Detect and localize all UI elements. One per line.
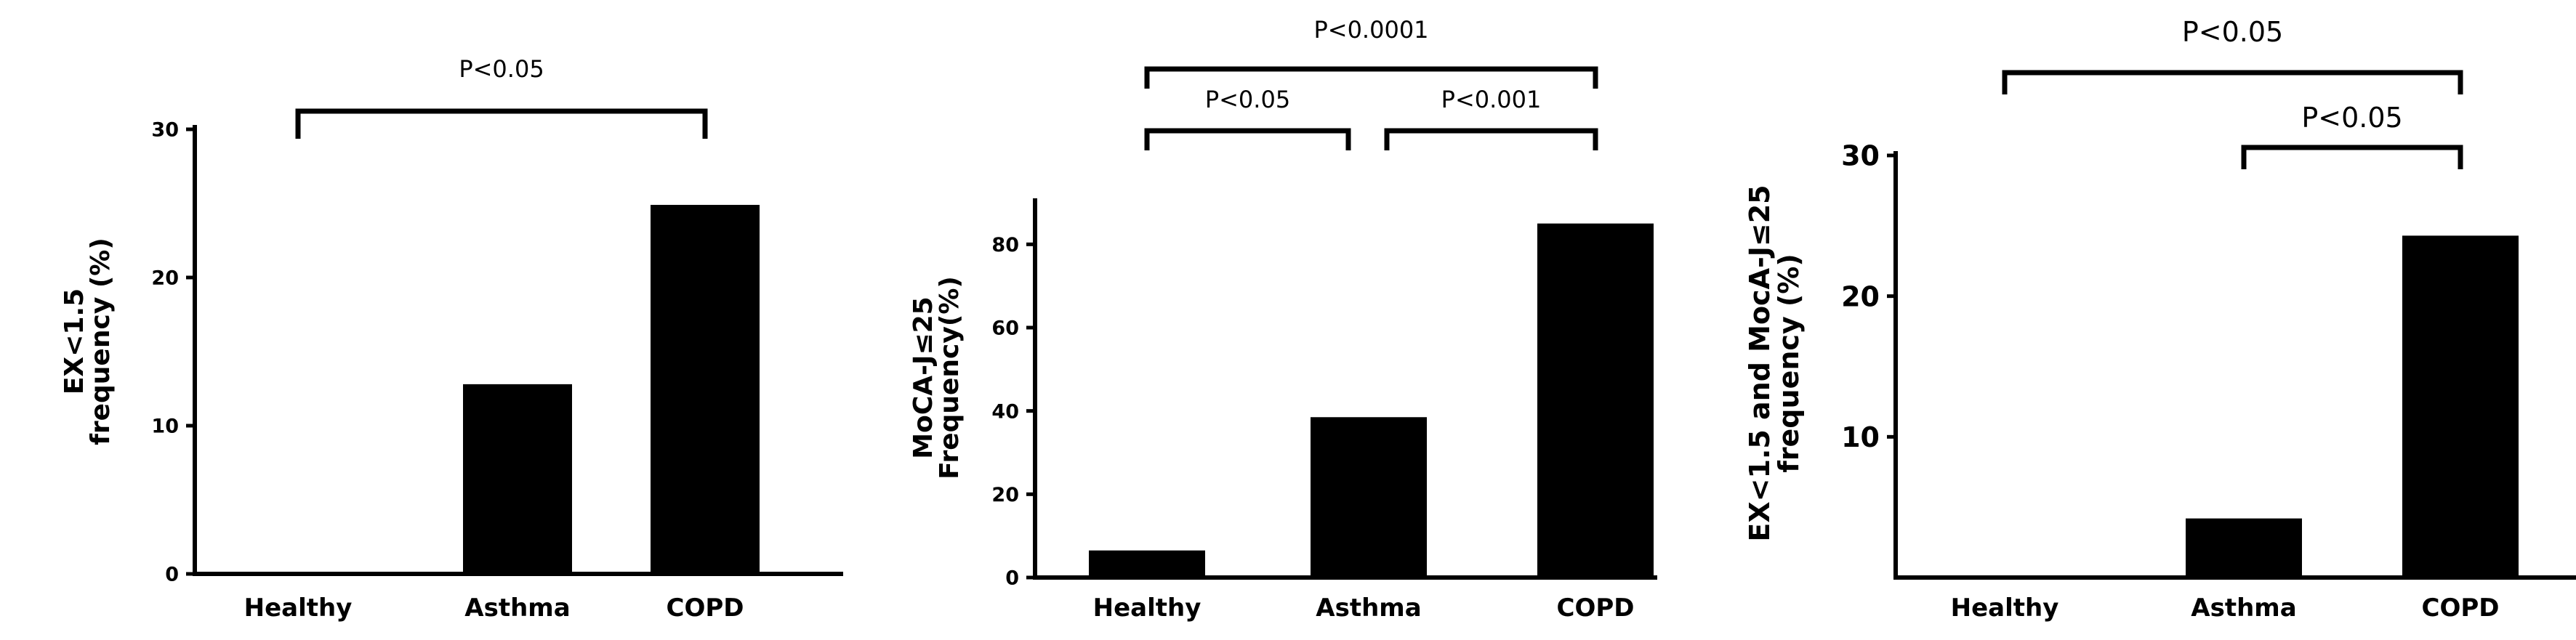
significance-bracket <box>2241 145 2463 169</box>
y-axis-label-line: EX<1.5 and MocA-J≤25 <box>1744 185 1776 541</box>
y-tick-label: 10 <box>151 416 179 438</box>
y-axis-label-line: frequency (%) <box>86 238 116 445</box>
significance-label: P<0.001 <box>1441 86 1542 113</box>
bar-asthma <box>2186 518 2302 578</box>
chart-panel-combined-frequency: 10 20 30 Healthy Asthma COPD EX<1.5 and MocA-J… <box>1744 16 2576 623</box>
y-tick-label: 30 <box>1841 140 1880 172</box>
category-label-asthma: Asthma <box>464 594 570 623</box>
category-label-asthma: Asthma <box>1316 594 1421 623</box>
y-axis-label-line: frequency (%) <box>1773 254 1805 472</box>
y-tick-label: 0 <box>165 564 179 586</box>
y-tick-label: 0 <box>1005 567 1019 590</box>
significance-label: P<0.05 <box>2182 16 2283 48</box>
y-tick-label: 20 <box>151 267 179 290</box>
significance-bracket <box>1384 128 1598 150</box>
bar-healthy <box>1089 550 1205 578</box>
category-label-asthma: Asthma <box>2191 594 2296 623</box>
category-label-healthy: Healthy <box>1093 594 1202 623</box>
category-label-copd: COPD <box>2422 594 2500 623</box>
significance-bracket <box>1144 128 1351 150</box>
bar-asthma <box>1311 417 1427 578</box>
y-tick-label: 60 <box>991 317 1019 340</box>
y-axis-label-line: EX<1.5 <box>60 288 89 394</box>
y-tick-label: 20 <box>1841 280 1880 312</box>
y-tick-label: 20 <box>991 484 1019 506</box>
category-label-healthy: Healthy <box>1951 594 2059 623</box>
category-label-healthy: Healthy <box>244 594 353 623</box>
bar-copd <box>1537 223 1654 578</box>
significance-label: P<0.05 <box>2301 102 2402 134</box>
y-axis-label-line: Frequency(%) <box>935 276 965 479</box>
category-label-copd: COPD <box>667 594 744 623</box>
significance-label: P<0.05 <box>459 55 544 83</box>
significance-bracket <box>2002 70 2463 94</box>
y-tick-label: 10 <box>1841 421 1880 453</box>
y-tick-label: 80 <box>991 234 1019 256</box>
y-tick-label: 40 <box>991 400 1019 423</box>
significance-label: P<0.05 <box>1205 86 1290 113</box>
bar-asthma <box>463 384 572 574</box>
bar-copd <box>651 205 760 574</box>
chart-panel-ex-frequency: 0 10 20 30 Healthy Asthma COPD EX<1.5frequency … <box>60 55 843 623</box>
significance-label: P<0.0001 <box>1313 16 1428 44</box>
significance-bracket <box>1144 66 1598 89</box>
y-tick-label: 30 <box>151 119 179 142</box>
bar-copd <box>2402 235 2519 578</box>
chart-panel-moca-frequency: 0 20 40 60 80 Healthy Asthma COPD MoCA-J≤25Frequ… <box>909 16 1657 623</box>
significance-bracket <box>295 108 708 139</box>
y-axis-label-line: MoCA-J≤25 <box>909 296 938 458</box>
category-label-copd: COPD <box>1557 594 1635 623</box>
